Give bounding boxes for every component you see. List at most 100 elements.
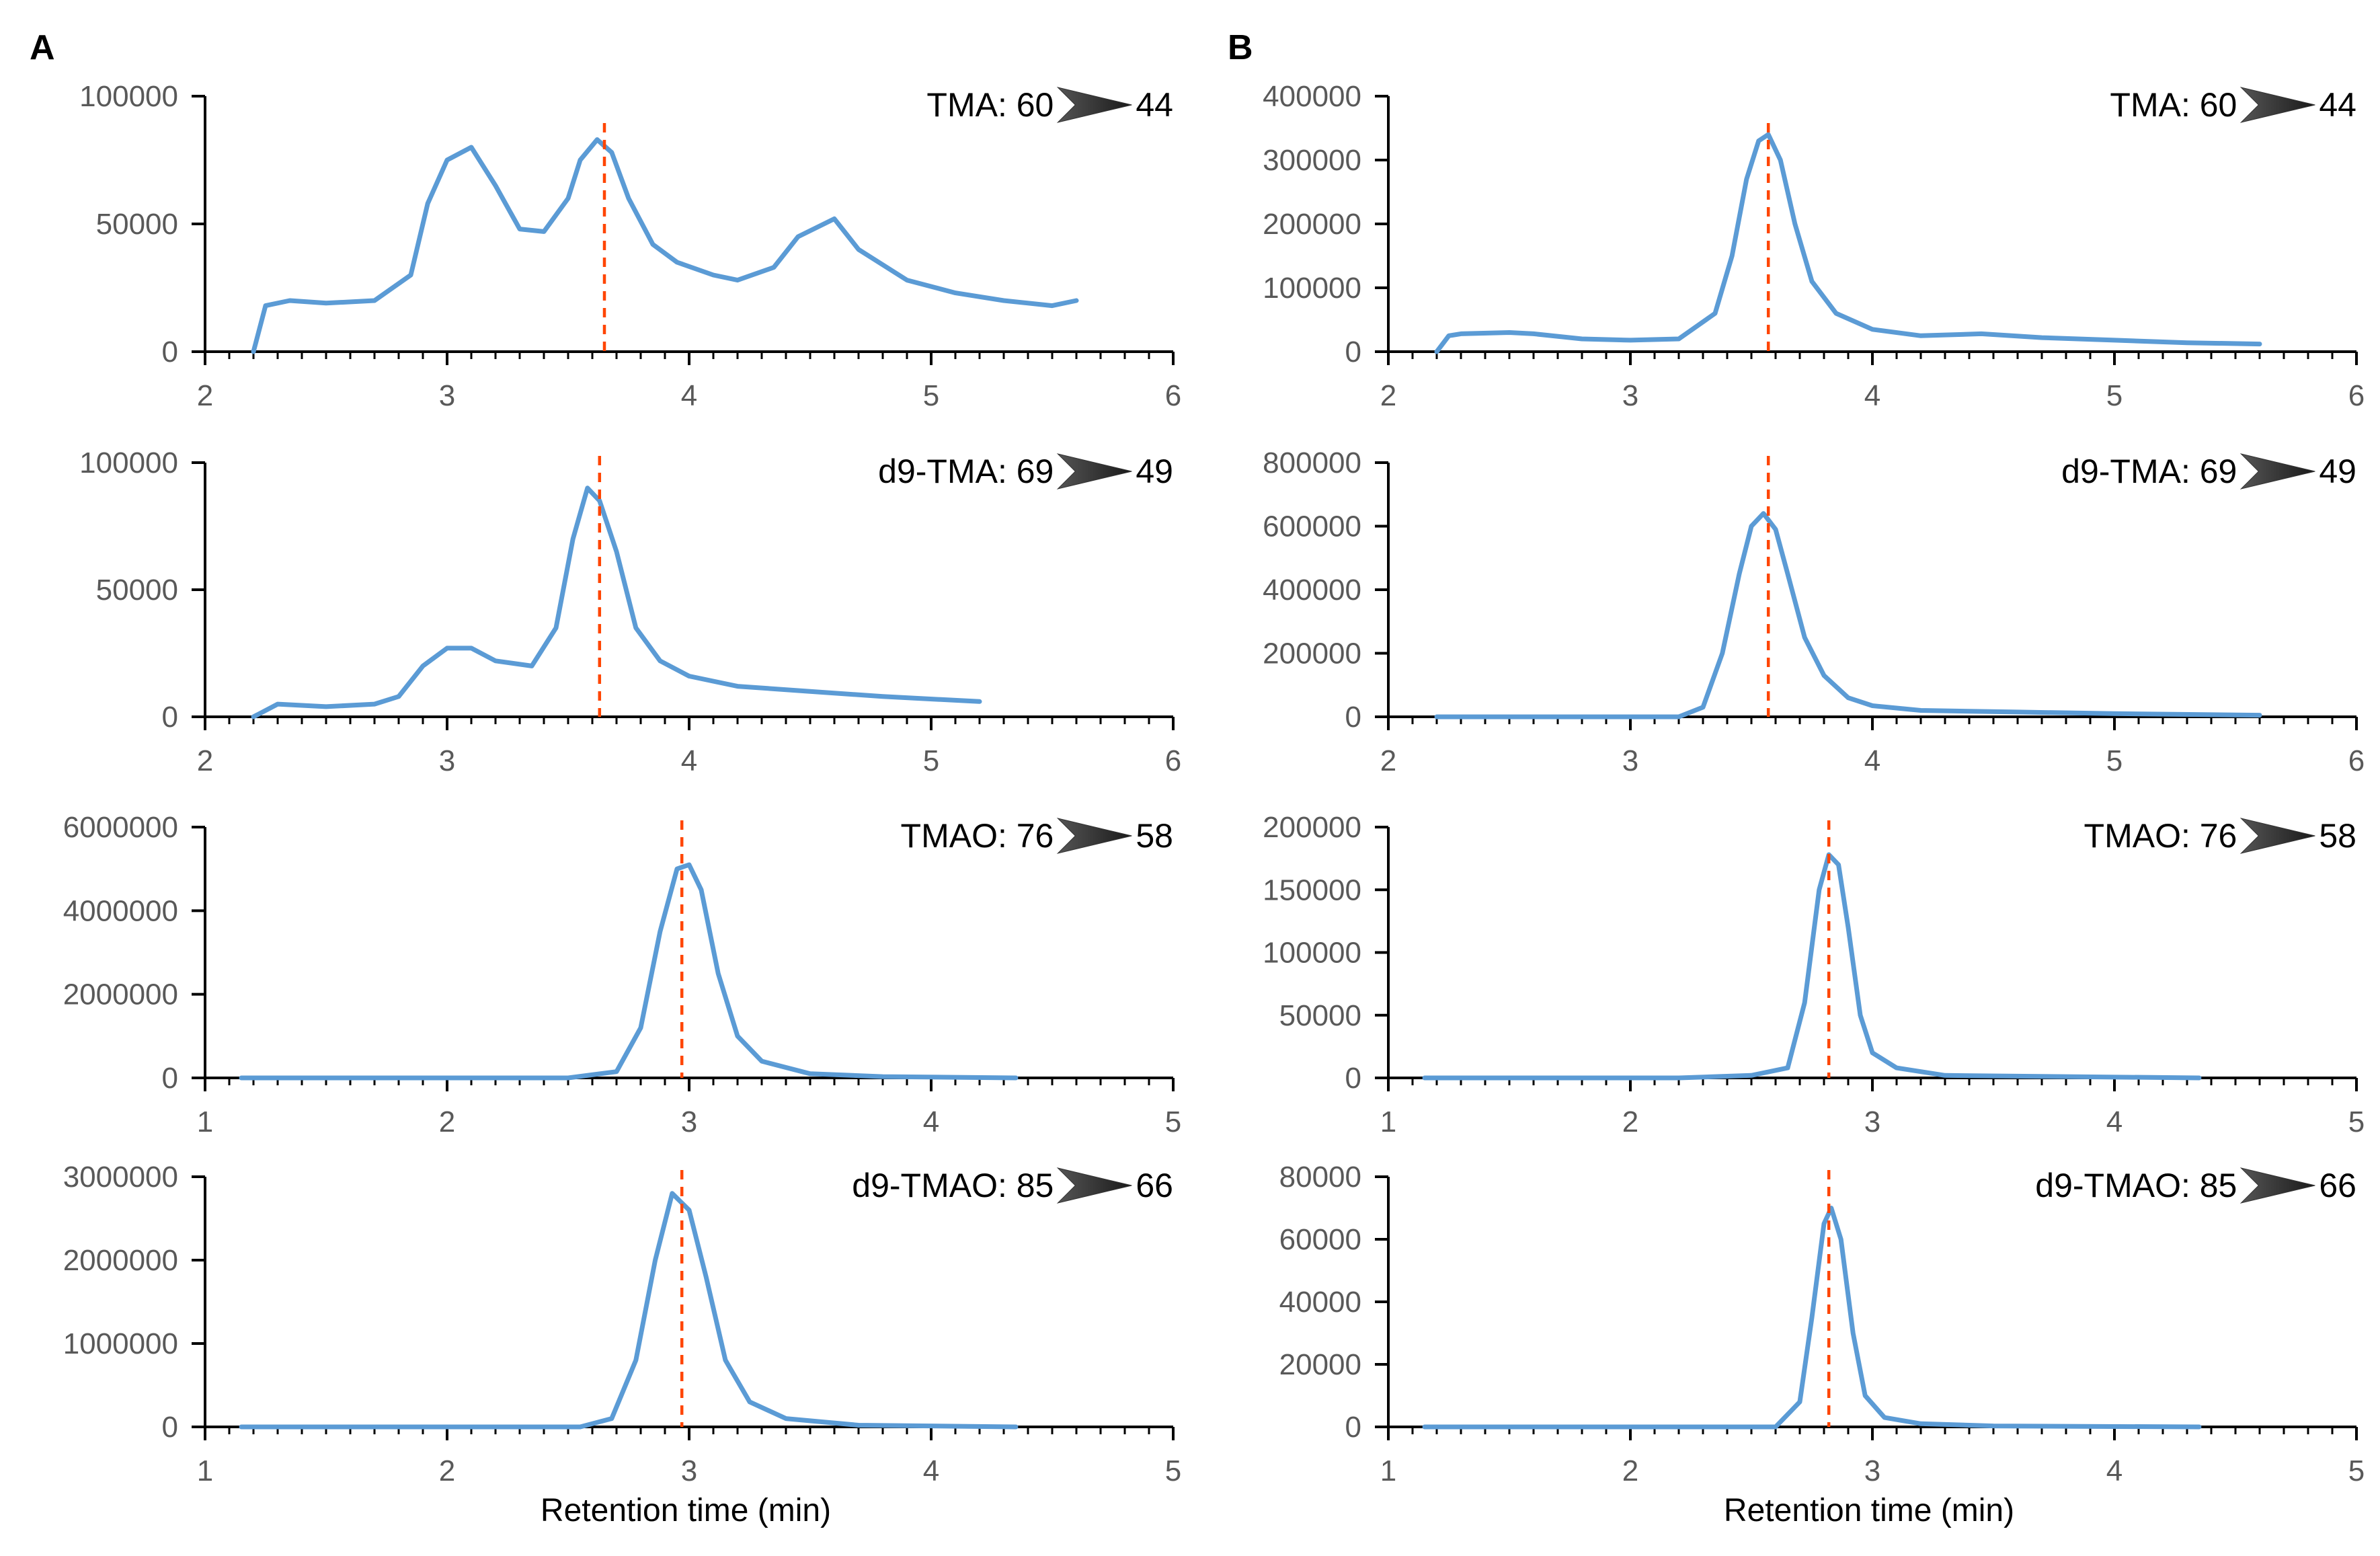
panel-a-tmao-x-tick-label: 4	[923, 1105, 939, 1138]
panel-b-d9-tma-y-tick-label: 800000	[1263, 446, 1361, 479]
x-axis-label-b: Retention time (min)	[1724, 1493, 2014, 1528]
panel-b-d9-tma-y-tick-label: 400000	[1263, 574, 1361, 607]
panel-b-d9-tmao-trace	[1422, 1206, 2202, 1430]
panel-b-d9-tma-transition-label: d9-TMA: 69	[2061, 453, 2237, 490]
panel-b-tma-y-tick-label: 100000	[1263, 272, 1361, 305]
panel-a-tma-x-tick-label: 6	[1165, 379, 1181, 412]
panel-a-d9-tma-x-tick-label: 3	[439, 744, 455, 777]
panel-b-tmao-y-tick-label: 100000	[1263, 937, 1361, 970]
panel-a-tmao-y-tick-label: 4000000	[63, 894, 178, 927]
panel-a-tma-transition-label: TMA: 60	[926, 86, 1054, 124]
panel-a-tma-y-tick-label: 0	[162, 336, 178, 368]
panel-a-d9-tmao: 1 2 3 4 5 0 1000000 2000000 3000000 66 d9-TMAO: 85	[63, 1161, 1182, 1487]
panel-a-d9-tma-y-tick-label: 0	[162, 701, 178, 734]
panel-a-tmao-arrow-icon	[1056, 818, 1132, 854]
panel-b-d9-tma-x-tick-label: 6	[2348, 744, 2365, 777]
panel-a-tmao-transition-label: TMAO: 76	[901, 817, 1054, 855]
panel-a-tma: 2 3 4 5 6 0 50000 100000 44 TMA: 60	[79, 80, 1181, 412]
panel-b-tmao-y-tick-label: 50000	[1279, 999, 1361, 1032]
panel-b-tmao-y-tick-label: 0	[1345, 1062, 1361, 1095]
panel-a-tma-y-tick-label: 100000	[79, 80, 178, 113]
panel-b-d9-tmao: 1 2 3 4 5 0 20000 40000 60000 80000 66 d9-TMAO: 85	[1279, 1161, 2365, 1487]
panel-b-tmao-trace	[1422, 852, 2202, 1081]
panel-b-d9-tmao-x-tick-label: 5	[2348, 1454, 2365, 1487]
panel-a-d9-tmao-x-tick-label: 1	[197, 1454, 213, 1487]
panel-a-tmao-x-tick-label: 5	[1165, 1105, 1181, 1138]
panel-b-tmao-x-tick-label: 2	[1622, 1105, 1638, 1138]
panel-b-d9-tma-x-tick-label: 2	[1380, 744, 1396, 777]
panel-b-tma-y-tick-label: 0	[1345, 336, 1361, 368]
panel-a-d9-tmao-product-ion: 66	[1136, 1167, 1173, 1204]
panel-b-tmao-product-ion: 58	[2319, 817, 2356, 855]
panel-b-tmao-x-tick-label: 1	[1380, 1105, 1396, 1138]
panel-a-d9-tma-product-ion: 49	[1136, 453, 1173, 490]
panel-b-tma-transition-label: TMA: 60	[2110, 86, 2237, 124]
panel-a-tmao-x-tick-label: 1	[197, 1105, 213, 1138]
panel-b-d9-tma-y-tick-label: 200000	[1263, 637, 1361, 670]
panel-a-tma-x-tick-label: 2	[197, 379, 213, 412]
panel-b-tmao-x-tick-label: 5	[2348, 1105, 2365, 1138]
panel-a-d9-tmao-transition-label: d9-TMAO: 85	[852, 1167, 1054, 1204]
panel-a-d9-tma-x-tick-label: 6	[1165, 744, 1181, 777]
panel-b-d9-tmao-y-tick-label: 0	[1345, 1411, 1361, 1444]
panel-b-tmao-transition-label: TMAO: 76	[2084, 817, 2237, 855]
panel-a-tma-arrow-icon	[1056, 87, 1132, 123]
panel-b-tma-x-tick-label: 6	[2348, 379, 2365, 412]
panel-b-tma-y-tick-label: 200000	[1263, 208, 1361, 241]
panel-a-d9-tma-x-tick-label: 5	[923, 744, 939, 777]
panel-a-tmao-product-ion: 58	[1136, 817, 1173, 855]
panel-b-d9-tmao-x-tick-label: 1	[1380, 1454, 1396, 1487]
panel-a-d9-tmao-y-tick-label: 2000000	[63, 1244, 178, 1277]
panel-b-tmao-y-tick-label: 200000	[1263, 811, 1361, 844]
panel-b-d9-tmao-product-ion: 66	[2319, 1167, 2356, 1204]
panel-a-tmao-x-tick-label: 2	[439, 1105, 455, 1138]
panel-b-d9-tmao-arrow-icon	[2239, 1167, 2315, 1204]
panel-b-d9-tma-x-tick-label: 3	[1622, 744, 1638, 777]
panel-b-d9-tma-y-tick-label: 0	[1345, 701, 1361, 734]
panel-b-tma-x-tick-label: 4	[1864, 379, 1880, 412]
panel-b-d9-tma-trace	[1434, 511, 2262, 719]
panel-b-d9-tmao-y-tick-label: 40000	[1279, 1286, 1361, 1319]
panel-a-tma-trace	[251, 137, 1079, 354]
panel-b-tma-y-tick-label: 300000	[1263, 144, 1361, 177]
panel-a-d9-tmao-x-tick-label: 4	[923, 1454, 939, 1487]
panel-a-tmao-y-tick-label: 2000000	[63, 978, 178, 1011]
panel-a-tma-x-tick-label: 3	[439, 379, 455, 412]
panel-a-tmao-trace	[239, 862, 1019, 1081]
panel-a-d9-tmao-y-tick-label: 0	[162, 1411, 178, 1444]
panel-a-tmao-x-tick-label: 3	[681, 1105, 697, 1138]
panel-b-tmao-arrow-icon	[2239, 818, 2315, 854]
panel-b-d9-tma-y-tick-label: 600000	[1263, 510, 1361, 543]
panel-label-b: B	[1228, 28, 1253, 67]
panel-b-tma-x-tick-label: 3	[1622, 379, 1638, 412]
panel-b-d9-tmao-x-tick-label: 2	[1622, 1454, 1638, 1487]
panel-a-tma-product-ion: 44	[1136, 86, 1173, 124]
panel-b-d9-tmao-transition-label: d9-TMAO: 85	[2035, 1167, 2237, 1204]
panel-a-d9-tmao-arrow-icon	[1056, 1167, 1132, 1204]
panel-a-tmao: 1 2 3 4 5 0 2000000 4000000 6000000 58 TMAO: 76	[63, 811, 1182, 1138]
panel-b-tma-trace	[1434, 132, 2262, 354]
panel-b-d9-tma-x-tick-label: 4	[1864, 744, 1880, 777]
panel-a-tmao-y-tick-label: 6000000	[63, 811, 178, 844]
panel-b-tma-product-ion: 44	[2319, 86, 2356, 124]
panel-a-d9-tma-x-tick-label: 2	[197, 744, 213, 777]
panel-b-d9-tma-arrow-icon	[2239, 453, 2315, 490]
panel-a-d9-tma-y-tick-label: 100000	[79, 446, 178, 479]
panel-b-tma-x-tick-label: 2	[1380, 379, 1396, 412]
panel-a-d9-tmao-x-tick-label: 5	[1165, 1454, 1181, 1487]
panel-a-d9-tma-arrow-icon	[1056, 453, 1132, 490]
panel-b-tma-y-tick-label: 400000	[1263, 80, 1361, 113]
panel-a-d9-tmao-y-tick-label: 3000000	[63, 1161, 178, 1194]
panel-b-tmao-x-tick-label: 4	[2106, 1105, 2123, 1138]
panel-a-d9-tmao-trace	[239, 1191, 1019, 1430]
panel-a-tma-x-tick-label: 5	[923, 379, 939, 412]
panel-b-d9-tma-product-ion: 49	[2319, 453, 2356, 490]
panel-b-tma-x-tick-label: 5	[2106, 379, 2123, 412]
panel-a-d9-tmao-y-tick-label: 1000000	[63, 1327, 178, 1360]
panel-label-a: A	[30, 28, 55, 67]
panel-a-d9-tma-y-tick-label: 50000	[96, 574, 178, 607]
panel-b-d9-tmao-y-tick-label: 60000	[1279, 1223, 1361, 1256]
panel-a-tma-x-tick-label: 4	[681, 379, 697, 412]
